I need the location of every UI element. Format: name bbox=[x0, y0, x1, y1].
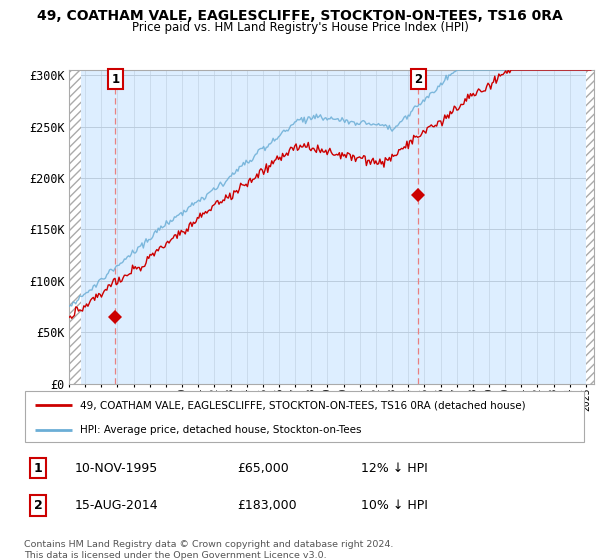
Text: 10% ↓ HPI: 10% ↓ HPI bbox=[361, 499, 427, 512]
FancyBboxPatch shape bbox=[25, 391, 584, 442]
Text: 1: 1 bbox=[34, 461, 43, 474]
Text: Price paid vs. HM Land Registry's House Price Index (HPI): Price paid vs. HM Land Registry's House … bbox=[131, 21, 469, 34]
Text: 1: 1 bbox=[111, 73, 119, 86]
Text: £183,000: £183,000 bbox=[237, 499, 297, 512]
Text: 49, COATHAM VALE, EAGLESCLIFFE, STOCKTON-ON-TEES, TS16 0RA: 49, COATHAM VALE, EAGLESCLIFFE, STOCKTON… bbox=[37, 9, 563, 23]
Text: £65,000: £65,000 bbox=[237, 461, 289, 474]
Text: 12% ↓ HPI: 12% ↓ HPI bbox=[361, 461, 427, 474]
Text: 2: 2 bbox=[34, 499, 43, 512]
Text: HPI: Average price, detached house, Stockton-on-Tees: HPI: Average price, detached house, Stoc… bbox=[80, 425, 362, 435]
Text: 49, COATHAM VALE, EAGLESCLIFFE, STOCKTON-ON-TEES, TS16 0RA (detached house): 49, COATHAM VALE, EAGLESCLIFFE, STOCKTON… bbox=[80, 400, 526, 410]
Text: Contains HM Land Registry data © Crown copyright and database right 2024.
This d: Contains HM Land Registry data © Crown c… bbox=[24, 540, 394, 560]
Text: 15-AUG-2014: 15-AUG-2014 bbox=[74, 499, 158, 512]
Text: 2: 2 bbox=[414, 73, 422, 86]
Text: 10-NOV-1995: 10-NOV-1995 bbox=[74, 461, 158, 474]
